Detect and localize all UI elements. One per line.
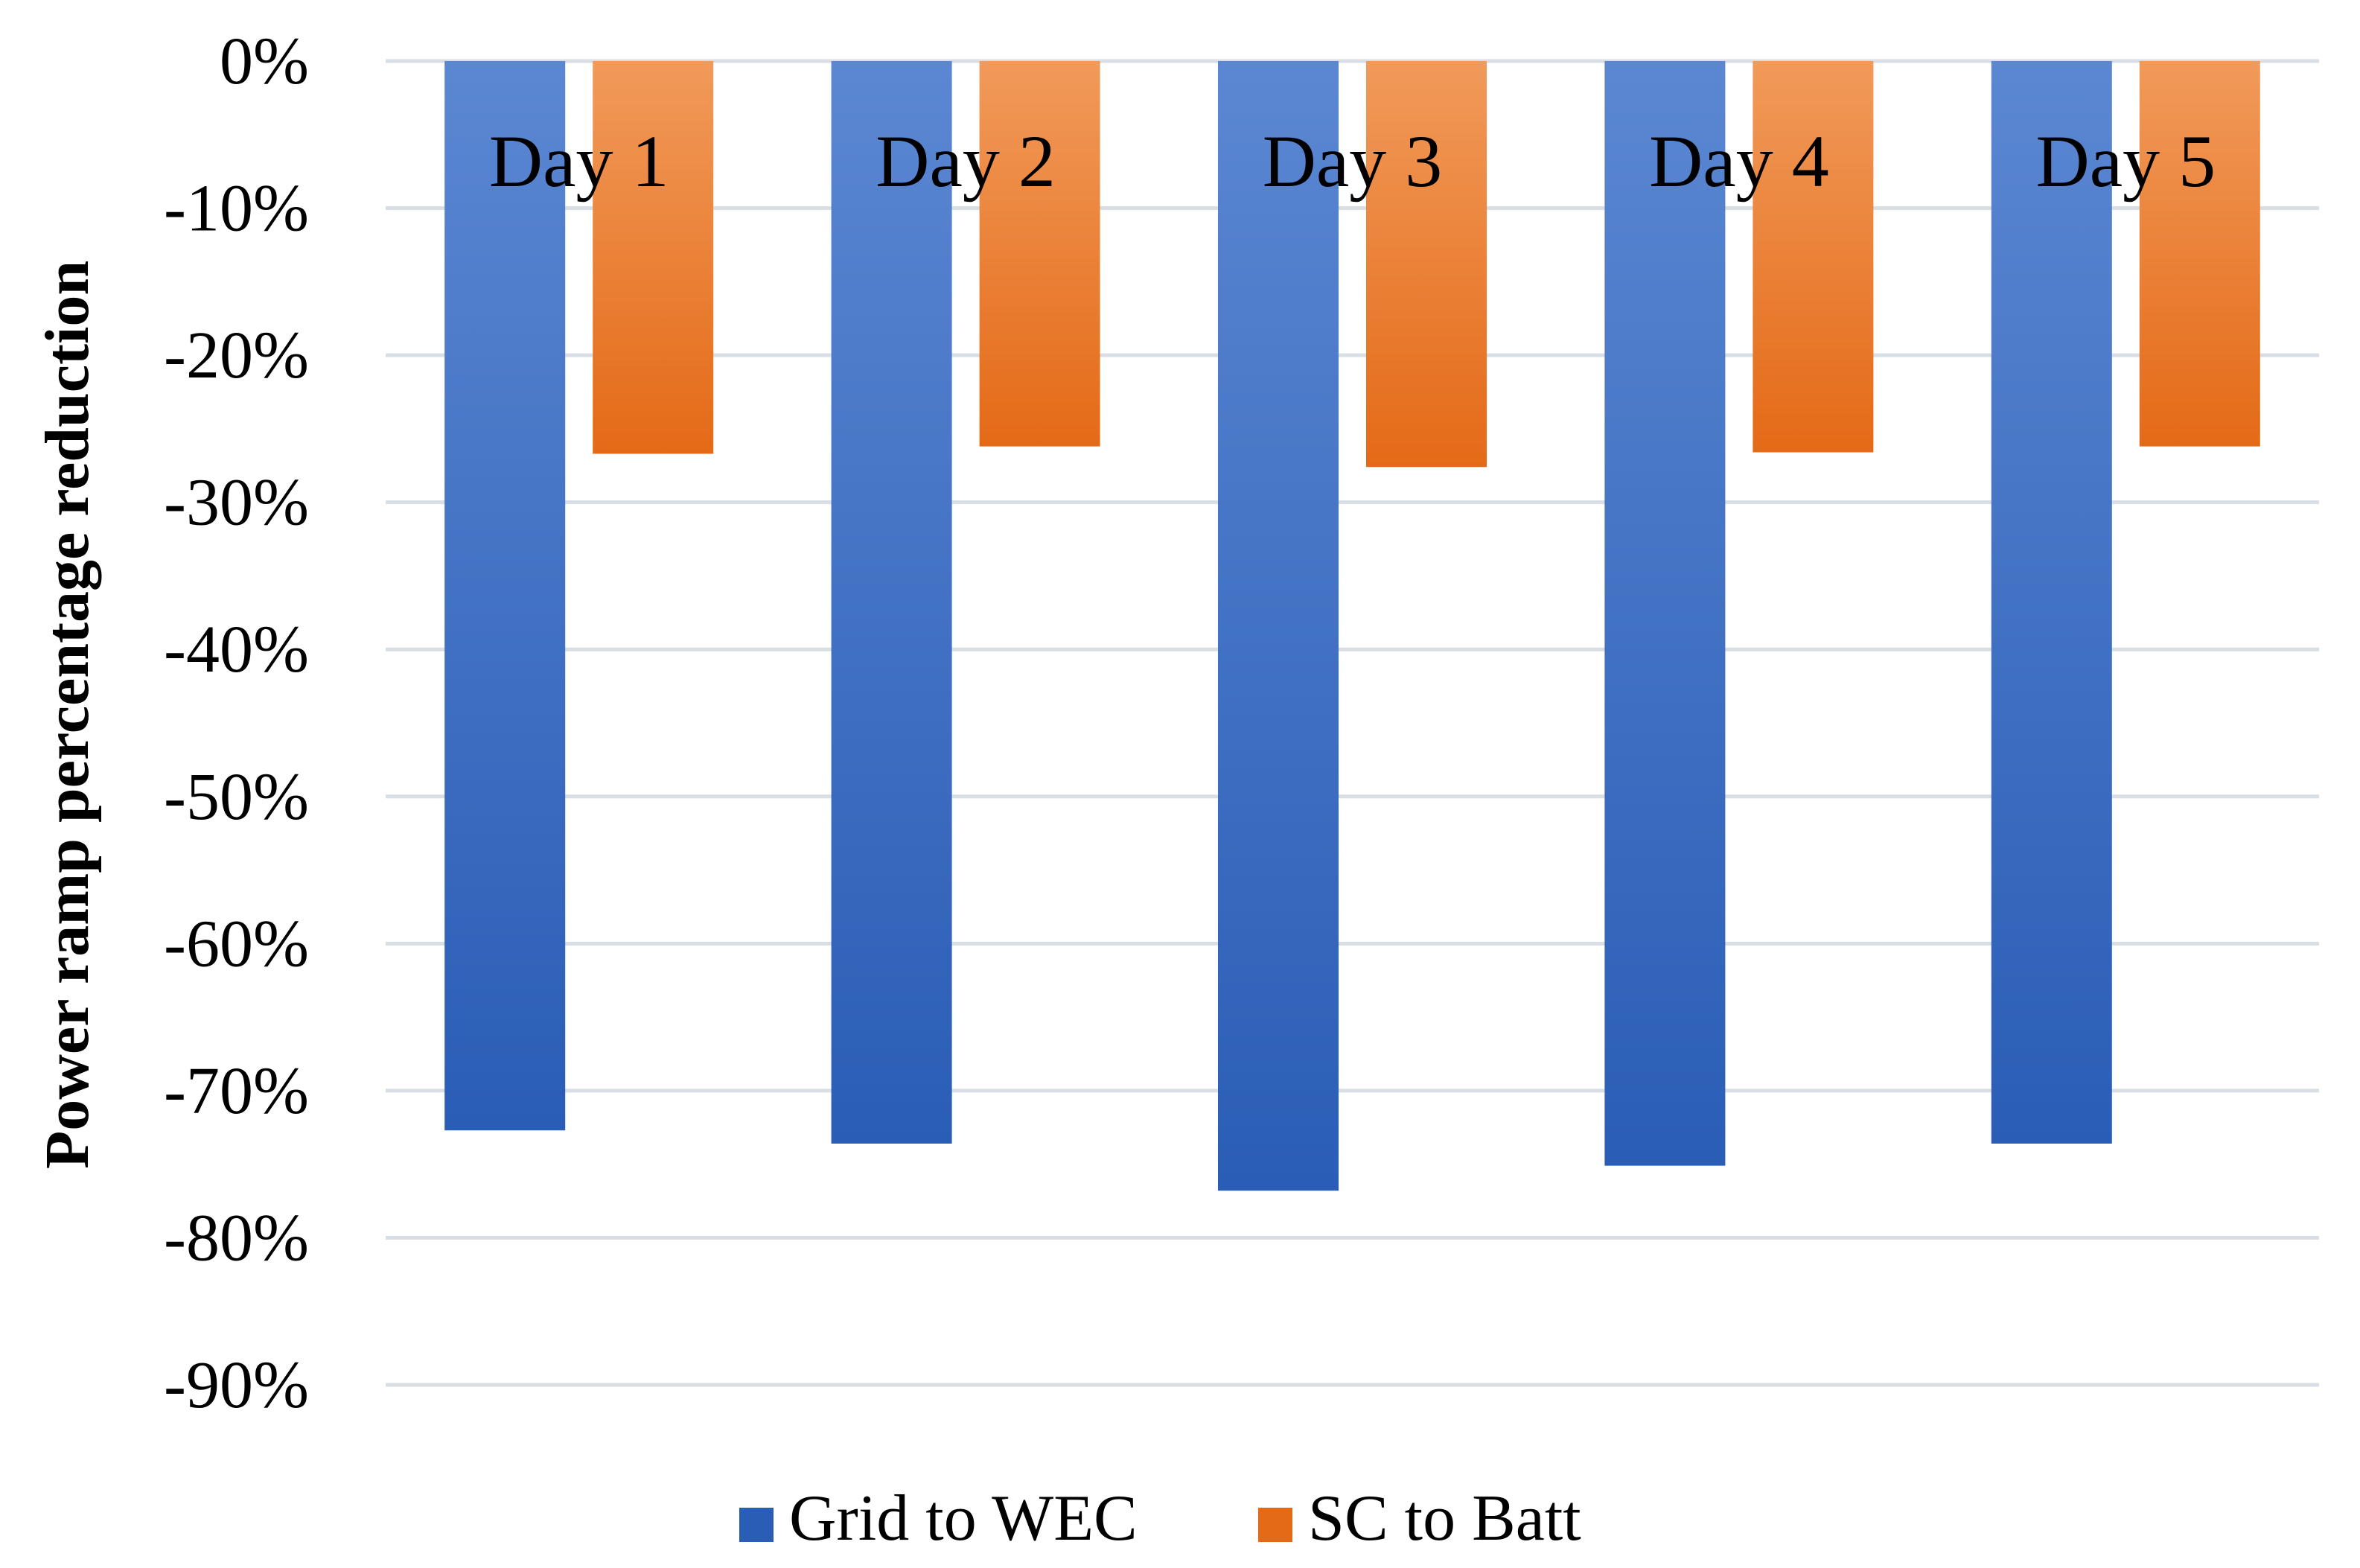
legend-label-sc-to-batt: SC to Batt bbox=[1308, 1482, 1581, 1555]
y-axis-ticks: 0% -10% -20% -30% -40% -50% -60% -70% -80% -90% bbox=[164, 25, 309, 1422]
bar-grid-to-wec-day-1 bbox=[444, 61, 566, 1131]
legend-swatch-grid-to-wec bbox=[739, 1508, 774, 1542]
bars bbox=[444, 61, 2260, 1191]
y-tick-label: -80% bbox=[164, 1201, 309, 1275]
category-label: Day 2 bbox=[876, 120, 1056, 203]
category-labels: Day 1 Day 2 Day 3 Day 4 Day 5 bbox=[489, 120, 2216, 203]
y-axis-label: Power ramp percentage reduction bbox=[33, 261, 102, 1169]
y-tick-label: -60% bbox=[164, 907, 309, 981]
bar-sc-to-batt-day-3 bbox=[1366, 61, 1487, 468]
bar-grid-to-wec-day-4 bbox=[1604, 61, 1726, 1166]
y-tick-label: -90% bbox=[164, 1348, 309, 1422]
bar-grid-to-wec-day-3 bbox=[1218, 61, 1339, 1191]
bar-sc-to-batt-day-1 bbox=[593, 61, 714, 454]
bar-sc-to-batt-day-5 bbox=[2139, 61, 2260, 447]
y-tick-label: -50% bbox=[164, 760, 309, 834]
y-tick-label: 0% bbox=[220, 25, 309, 98]
category-label: Day 3 bbox=[1263, 120, 1443, 203]
y-tick-label: -30% bbox=[164, 466, 309, 540]
bar-grid-to-wec-day-2 bbox=[831, 61, 952, 1144]
bar-grid-to-wec-day-5 bbox=[1991, 61, 2112, 1144]
y-tick-label: -20% bbox=[164, 319, 309, 392]
category-label: Day 1 bbox=[489, 120, 669, 203]
y-tick-label: -40% bbox=[164, 613, 309, 686]
category-label: Day 4 bbox=[1649, 120, 1829, 203]
bar-sc-to-batt-day-4 bbox=[1753, 61, 1874, 453]
bar-sc-to-batt-day-2 bbox=[979, 61, 1100, 447]
y-tick-label: -10% bbox=[164, 172, 309, 246]
legend-swatch-sc-to-batt bbox=[1258, 1508, 1292, 1542]
legend-label-grid-to-wec: Grid to WEC bbox=[789, 1482, 1138, 1555]
legend: Grid to WEC SC to Batt bbox=[739, 1482, 1581, 1555]
category-label: Day 5 bbox=[2035, 120, 2216, 203]
y-tick-label: -70% bbox=[164, 1054, 309, 1128]
